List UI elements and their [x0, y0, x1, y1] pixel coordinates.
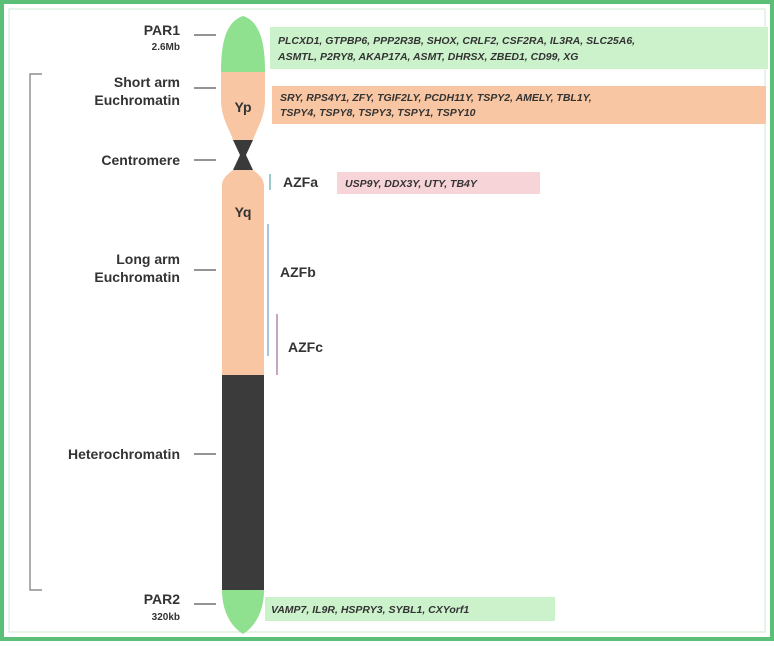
diagram: Yp Yq PAR1 2.6Mb Short arm Euchromatin C…: [0, 0, 774, 641]
gene-list: TSPY4, TSPY8, TSPY3, TSPY1, TSPY10: [280, 107, 476, 119]
region-label: Long arm: [116, 251, 180, 267]
azf-label: AZFb: [280, 264, 316, 280]
region-size: 320kb: [152, 612, 180, 623]
region-label: PAR1: [144, 22, 181, 38]
gene-list: ASMTL, P2RY8, AKAP17A, ASMT, DHRSX, ZBED…: [277, 51, 578, 63]
yq-region: [222, 170, 264, 375]
region-size: 2.6Mb: [152, 42, 180, 53]
region-label: PAR2: [144, 591, 181, 607]
region-label: Heterochromatin: [68, 446, 180, 462]
azf-label: AZFc: [288, 339, 323, 355]
band-label: Yq: [235, 204, 252, 220]
region-label: Short arm: [114, 74, 180, 90]
gene-list: VAMP7, IL9R, HSPRY3, SYBL1, CXYorf1: [271, 604, 469, 616]
azf-label: AZFa: [283, 174, 318, 190]
gene-list: PLCXD1, GTPBP6, PPP2R3B, SHOX, CRLF2, CS…: [278, 35, 635, 47]
band-label: Yp: [234, 99, 251, 115]
heterochromatin-region: [222, 375, 264, 590]
region-label: Euchromatin: [94, 269, 180, 285]
gene-list: USP9Y, DDX3Y, UTY, TB4Y: [345, 178, 478, 190]
region-label: Euchromatin: [94, 92, 180, 108]
gene-list: SRY, RPS4Y1, ZFY, TGIF2LY, PCDH11Y, TSPY…: [280, 92, 592, 104]
region-label: Centromere: [101, 152, 180, 168]
